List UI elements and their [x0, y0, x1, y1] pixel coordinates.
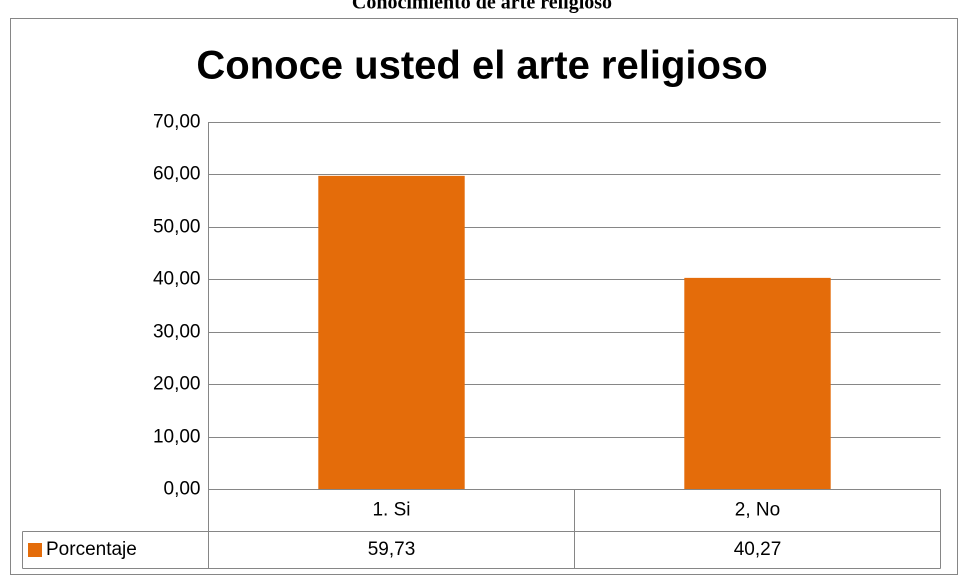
caption: Conocimiento de arte religioso [352, 0, 612, 14]
chart-frame [10, 18, 958, 575]
y-tick-label: 10,00 [153, 427, 201, 448]
y-tick-label: 0,00 [164, 479, 201, 500]
bar [684, 277, 831, 489]
x-tick-label: 1. Si [372, 499, 410, 520]
y-tick-label: 60,00 [153, 164, 201, 185]
y-tick-label: 50,00 [153, 217, 201, 238]
y-tick-label: 70,00 [153, 112, 201, 133]
y-tick-label: 30,00 [153, 322, 201, 343]
y-tick-label: 20,00 [153, 374, 201, 395]
chart-title: Conoce usted el arte religioso [196, 44, 767, 88]
legend-swatch [28, 543, 42, 557]
table-value: 40,27 [734, 539, 782, 560]
legend-label: Porcentaje [46, 539, 137, 560]
x-tick-label: 2, No [735, 499, 780, 520]
bar [318, 175, 465, 489]
y-tick-label: 40,00 [153, 269, 201, 290]
table-value: 59,73 [368, 539, 416, 560]
